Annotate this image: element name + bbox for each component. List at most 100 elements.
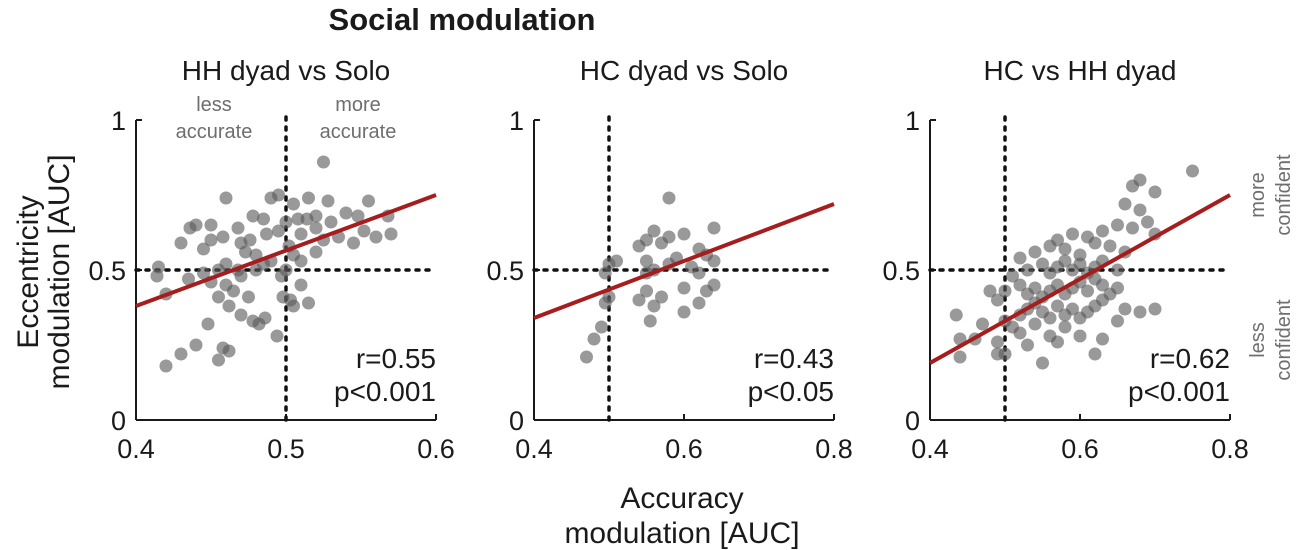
panel-1-data-point [321, 194, 335, 208]
panel-1-data-point [219, 278, 233, 292]
annotation-less-confident-line1: less [1247, 322, 1269, 358]
panel-1-data-point [270, 329, 284, 343]
panel-3-data-point [1051, 299, 1064, 313]
panel-2-title: HC dyad vs Solo [580, 55, 789, 86]
panel-3-data-point [1111, 218, 1124, 232]
panel-1-data-point [309, 245, 323, 259]
panel-2-y-tick-label: 0 [509, 406, 524, 436]
panel-1-data-point [294, 254, 308, 268]
panel-3-data-point [1096, 278, 1109, 292]
annotation-more-accurate-line1: more [335, 94, 381, 116]
panel-1-data-point [309, 221, 323, 235]
panel-1: HH dyad vs Solo 0.4 0.5 0.6 0 0.5 1 r=0.55p<0.0… [88, 55, 454, 464]
panel-2-data-point [587, 332, 601, 346]
panel-1-data-point [369, 230, 383, 244]
panel-2-stat-p: p<0.05 [748, 376, 834, 407]
panel-3-data-point [1141, 215, 1154, 229]
panel-3-data-point [1148, 302, 1162, 316]
panel-3-data-point [1021, 338, 1034, 352]
panel-1-data-point [279, 215, 293, 229]
panel-3-data-point [1066, 227, 1079, 241]
panel-3-data-point [1058, 242, 1072, 256]
panel-2-data-point [595, 320, 608, 334]
panel-1-data-point [216, 230, 230, 244]
panel-1-data-point [339, 206, 353, 220]
panel-3-data-point [1133, 173, 1147, 187]
panel-1-data-point [302, 191, 315, 205]
panel-2-data-point [640, 254, 653, 268]
panel-2-data-point [692, 296, 706, 310]
panel-3-data-point [1013, 326, 1027, 340]
panel-3-data-point [991, 335, 1004, 349]
panel-2-data-point [580, 350, 593, 364]
panel-1-data-point [201, 317, 215, 331]
panel-1-data-point [204, 233, 218, 247]
panel-1-data-point [351, 209, 365, 223]
panel-3-x-tick-label: 0.6 [1061, 434, 1099, 464]
panel-3-data-point [1006, 269, 1019, 283]
panel-1-y-tick-label: 0.5 [88, 256, 126, 286]
panel-3-data-point [998, 284, 1012, 298]
panel-3-data-point [1058, 254, 1072, 268]
panel-1-data-point [324, 215, 338, 229]
panel-1-data-point [279, 263, 293, 277]
panel-1-data-point [231, 221, 245, 235]
panel-3-y-tick-label: 0.5 [882, 256, 920, 286]
panel-1-data-point [204, 218, 218, 232]
panel-1-data-point [357, 224, 371, 238]
panel-2-data-point [677, 227, 691, 241]
panel-3-data-point [1066, 302, 1079, 316]
annotation-more-accurate-line2: accurate [320, 121, 397, 143]
panel-1-data-point [242, 290, 255, 304]
annotation-less-accurate-line1: less [196, 94, 232, 116]
x-axis-label-line2: modulation [AUC] [564, 517, 799, 550]
panel-1-data-point [347, 236, 360, 250]
panel-3-stat-p: p<0.001 [1128, 376, 1230, 407]
panel-2-data-point [662, 191, 676, 205]
panel-1-x-tick-label: 0.4 [117, 434, 155, 464]
x-axis-label-line1: Accuracy [620, 482, 743, 515]
panel-3-data-point [1118, 197, 1132, 211]
panel-1-stat-r: r=0.55 [356, 343, 436, 374]
panel-1-data-point [260, 227, 273, 241]
panel-2-data-point [640, 233, 653, 247]
panel-1-data-point [362, 194, 375, 208]
panel-3-data-point [1088, 347, 1102, 361]
panel-2-data-point [610, 254, 623, 268]
panel-1-data-point [384, 227, 398, 241]
panel-1-data-point [174, 236, 188, 250]
panel-3-stat-r: r=0.62 [1150, 343, 1230, 374]
panel-2-x-tick-label: 0.8 [815, 434, 853, 464]
panel-3-data-point [1028, 317, 1042, 331]
panel-3-data-point [1021, 263, 1034, 277]
panel-3-data-point [1073, 329, 1087, 343]
panel-3-title: HC vs HH dyad [984, 55, 1177, 86]
panel-1-data-point [182, 272, 195, 286]
panel-3-regression-line [929, 193, 1231, 365]
panel-3-x-tick-label: 0.4 [911, 434, 949, 464]
figure-title: Social modulation [329, 2, 596, 37]
panel-1-x-tick-label: 0.5 [267, 434, 305, 464]
panel-3-data-point [1111, 314, 1124, 328]
y-axis-label-line2: modulation [AUC] [43, 154, 76, 389]
panel-3-data-point [1148, 185, 1162, 199]
panel-3-data-point [1118, 302, 1132, 316]
panel-2-data-point [655, 290, 668, 304]
panel-1-data-point [294, 227, 308, 241]
panel-3-data-point [1058, 320, 1072, 334]
panel-3-y-tick-label: 0 [905, 406, 920, 436]
panel-2-data-point [640, 284, 653, 298]
panel-3-data-point [1081, 230, 1094, 244]
panel-1-data-point [272, 188, 285, 202]
panel-2-x-tick-label: 0.4 [515, 434, 553, 464]
annotation-more-confident-line2: confident [1273, 154, 1295, 236]
panel-1-data-point [276, 290, 290, 304]
panel-2-data-point [707, 221, 721, 235]
panel-1-data-point [246, 209, 260, 223]
panel-1-data-point [287, 197, 300, 211]
panel-1-data-point [222, 344, 236, 358]
panel-1-y-tick-label: 0 [111, 406, 126, 436]
panel-1-data-point [219, 257, 233, 271]
panel-3-y-tick-label: 1 [905, 106, 920, 136]
panel-2-data-point [632, 293, 646, 307]
